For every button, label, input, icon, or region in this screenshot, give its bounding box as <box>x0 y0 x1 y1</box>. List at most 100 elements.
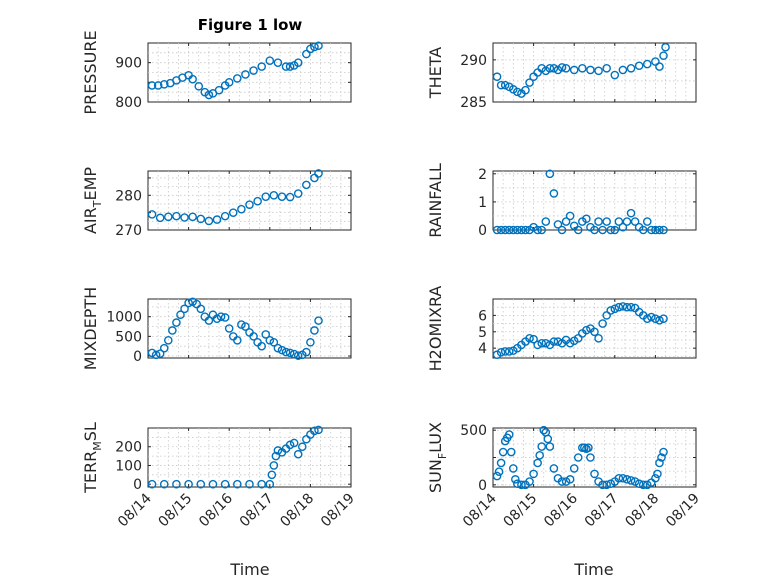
data-point <box>537 442 547 451</box>
data-point <box>237 320 246 329</box>
data-point <box>539 425 549 435</box>
data-point <box>245 479 254 489</box>
data-point <box>176 310 185 320</box>
data-point <box>285 440 295 450</box>
data-point <box>590 225 599 235</box>
data-point <box>188 212 197 222</box>
data-point <box>273 58 283 67</box>
data-point <box>655 458 664 468</box>
data-point <box>249 66 258 75</box>
data-point <box>598 319 607 328</box>
data-point <box>163 212 173 222</box>
data-point <box>496 347 506 357</box>
y-axis-label: MIXDEPTH <box>81 287 100 370</box>
data-point <box>267 470 277 480</box>
data-point <box>273 446 283 455</box>
data-point <box>237 204 246 214</box>
y-tick-label: 2 <box>478 167 487 183</box>
data-point <box>521 85 530 95</box>
data-point <box>163 335 173 345</box>
data-point <box>306 337 315 347</box>
data-point <box>233 479 242 489</box>
subplot-mixdepth: 0 500 1000 MIXDEPTH <box>81 287 352 370</box>
data-point <box>584 443 593 452</box>
data-point <box>545 169 555 179</box>
data-point <box>638 480 648 490</box>
data-point <box>233 335 242 345</box>
data-point <box>610 304 620 314</box>
data-point <box>557 225 567 235</box>
data-point <box>277 192 287 201</box>
data-point <box>525 334 534 343</box>
data-point <box>289 438 299 448</box>
y-tick-label: 500 <box>460 423 487 439</box>
data-point <box>147 348 157 358</box>
data-point <box>228 208 238 217</box>
data-point <box>622 475 632 484</box>
data-point <box>500 225 510 235</box>
data-point <box>561 217 571 226</box>
data-point <box>590 469 599 479</box>
data-point <box>285 62 295 71</box>
data-point <box>614 473 624 483</box>
subplot-pressure: 800 900 PRESSURE <box>81 30 352 115</box>
data-point <box>498 447 508 457</box>
data-point <box>492 225 502 235</box>
y-tick-label: 0 <box>478 223 487 239</box>
data-point <box>614 217 624 226</box>
data-point <box>196 479 206 489</box>
data-point <box>521 225 530 235</box>
data-point <box>517 480 526 490</box>
y-tick-label: 5 <box>478 325 487 341</box>
data-point <box>172 211 181 221</box>
y-tick-label: 285 <box>460 95 487 111</box>
data-point <box>257 479 266 489</box>
y-axis-label: PRESSURE <box>81 30 100 114</box>
data-point <box>159 479 169 489</box>
y-tick-label: 4 <box>478 341 487 357</box>
subplot-rainfall: 0 1 2 RAINFALL <box>426 163 697 239</box>
data-point <box>310 326 319 335</box>
data-point <box>155 213 165 223</box>
data-point <box>533 458 542 468</box>
data-point <box>598 225 607 235</box>
data-point <box>657 453 666 462</box>
data-point <box>172 479 181 489</box>
subplot-air-temp: 270 280 AIRTEMP <box>81 167 352 239</box>
y-tick-label: 290 <box>460 53 487 69</box>
x-axis-label-left: Time <box>229 560 269 579</box>
data-point <box>513 225 522 235</box>
y-axis-label: RAINFALL <box>426 163 445 238</box>
data-point <box>293 189 303 198</box>
data-point <box>582 214 591 224</box>
data-point <box>602 63 611 73</box>
data-point <box>147 479 157 489</box>
data-point <box>553 220 563 229</box>
data-point <box>573 225 583 235</box>
data-point <box>638 225 648 235</box>
data-point <box>647 225 656 235</box>
data-point <box>529 469 538 479</box>
y-axis-label: SUNFLUX <box>426 422 449 493</box>
data-point <box>626 476 636 485</box>
data-point <box>188 74 197 84</box>
data-point <box>147 81 157 90</box>
data-point <box>504 430 514 439</box>
data-point <box>529 334 538 344</box>
y-axis-label: AIRTEMP <box>81 167 104 234</box>
y-tick-label: 1 <box>478 195 487 211</box>
data-point <box>306 44 315 54</box>
y-tick-label: 500 <box>115 329 142 345</box>
data-point <box>511 475 520 484</box>
data-point <box>661 42 670 52</box>
data-point <box>249 332 258 341</box>
data-point <box>541 338 551 348</box>
data-point <box>265 56 275 66</box>
data-point <box>543 434 553 444</box>
data-point <box>265 479 275 489</box>
data-point <box>194 81 204 91</box>
data-point <box>533 225 542 235</box>
data-point <box>642 59 652 69</box>
data-point <box>602 480 611 490</box>
